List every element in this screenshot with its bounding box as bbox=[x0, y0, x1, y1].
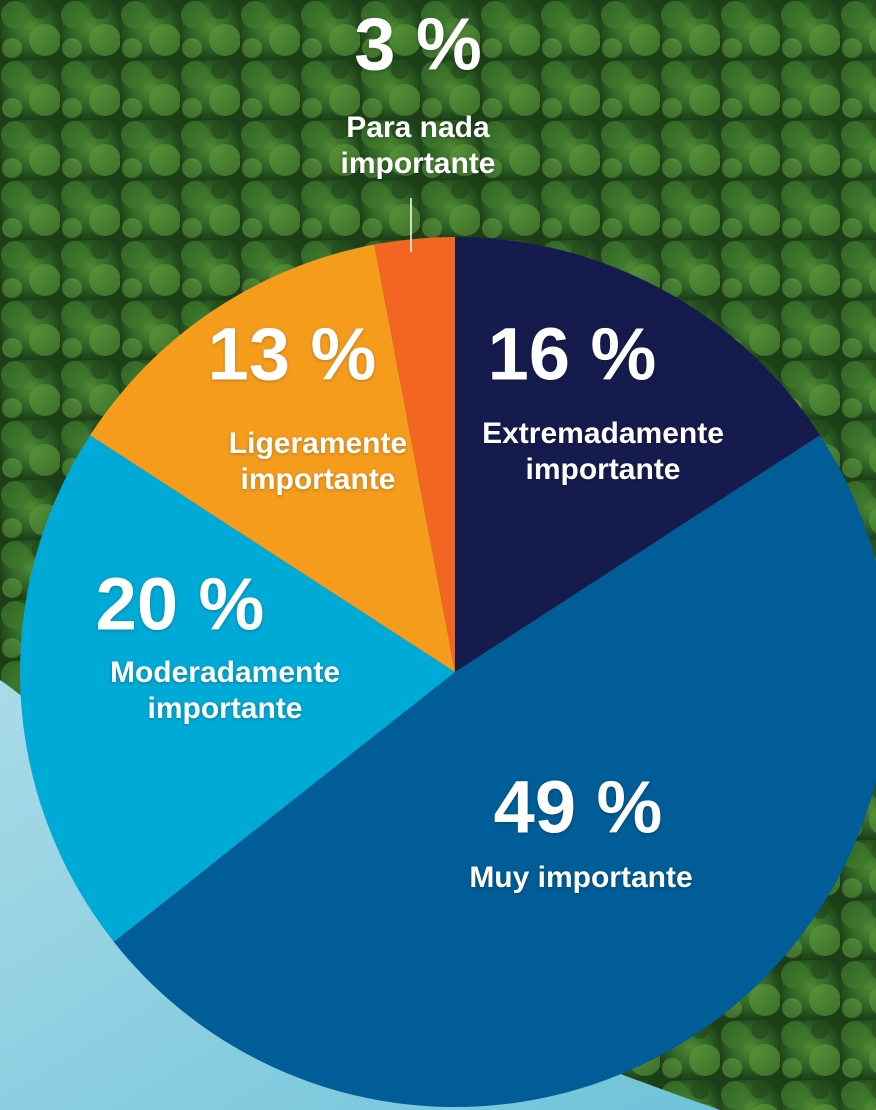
value-label: 20 % bbox=[95, 562, 265, 646]
category-label: Muy importante bbox=[469, 861, 693, 894]
category-label: Extremadamente importante bbox=[482, 417, 724, 486]
pie-slice bbox=[90, 244, 455, 673]
value-label: 16 % bbox=[487, 312, 657, 396]
category-label: Para nada importante bbox=[340, 111, 496, 180]
pie bbox=[19, 237, 876, 1107]
pie-slice bbox=[374, 237, 455, 672]
category-label: Moderadamente importante bbox=[109, 656, 341, 725]
value-label: 49 % bbox=[493, 765, 663, 849]
pie-slice bbox=[455, 237, 820, 672]
value-label: 13 % bbox=[207, 312, 377, 396]
pie-slice bbox=[19, 435, 455, 942]
pie-slice bbox=[113, 435, 876, 1107]
value-label: 3 % bbox=[354, 2, 482, 86]
category-label: Ligeramente importante bbox=[228, 427, 408, 496]
